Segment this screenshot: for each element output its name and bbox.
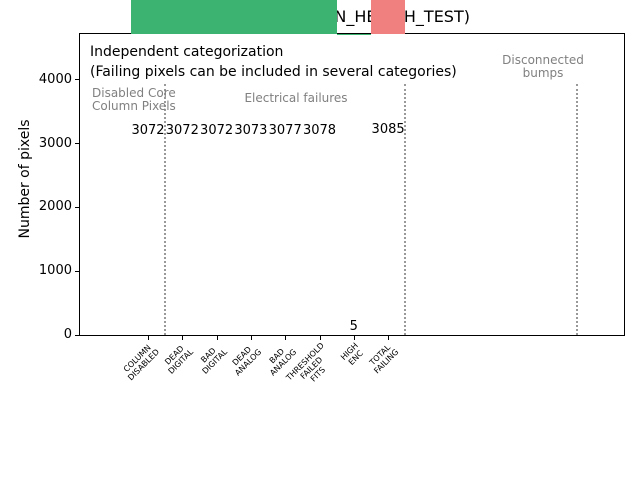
bar-value-label: 3073: [234, 122, 268, 138]
x-tick-label: DEAD ANALOG: [230, 344, 264, 378]
x-tick-mark: [388, 336, 390, 340]
bar-column-disabled: [130, 0, 166, 34]
bar-dead-analog: [233, 0, 269, 34]
bar-threshold-failed-fits: [302, 0, 337, 34]
x-tick-mark: [353, 336, 355, 340]
y-tick-mark: [75, 206, 79, 208]
y-tick-label: 0: [63, 327, 72, 342]
bar-bad-digital: [199, 0, 234, 34]
bar-bad-analog: [268, 0, 303, 34]
y-tick-label: 3000: [38, 135, 72, 151]
bar-value-label: 3085: [371, 122, 405, 138]
bar-value-label: 3077: [268, 122, 302, 138]
y-tick-label: 4000: [38, 71, 72, 87]
bar-value-label: 3078: [302, 122, 337, 138]
y-tick-mark: [75, 79, 79, 81]
x-tick-mark: [250, 336, 252, 340]
bar-dead-digital: [165, 0, 200, 34]
group-label-disabled-core-column-pixels: Disabled Core Column Pixels: [92, 86, 176, 113]
group-separator-line: [575, 84, 578, 335]
plot-area: 3072 3072 3072 3073 3077 3078 5 3085 COLUMN DIS…: [39, 0, 625, 384]
bar-value-label: 3072: [200, 123, 234, 138]
group-label-electrical-failures: Electrical failures: [244, 91, 348, 105]
annotation-failing-pixels-note: (Failing pixels can be included in sever…: [90, 64, 457, 80]
x-tick-mark: [182, 336, 184, 340]
y-tick-mark: [75, 143, 79, 145]
x-tick-label: COLUMN DISABLED: [121, 343, 161, 383]
bar-value-label: 5: [349, 318, 358, 334]
y-tick-mark: [75, 334, 79, 336]
x-tick-mark: [285, 336, 287, 340]
x-tick-mark: [319, 336, 321, 340]
x-tick-mark: [216, 336, 218, 340]
group-separator-line: [404, 84, 407, 335]
x-tick-mark: [148, 336, 149, 340]
y-tick-label: 2000: [38, 199, 72, 215]
y-tick-mark: [75, 270, 79, 272]
y-axis-label: Number of pixels: [17, 119, 33, 239]
annotation-independent-categorization: Independent categorization: [90, 44, 284, 60]
group-separator-line: [164, 84, 167, 335]
x-tick-label: BAD DIGITAL: [199, 346, 230, 376]
x-tick-label: TOTAL FAILING: [368, 342, 401, 376]
bar-value-label: 3072: [131, 123, 165, 138]
group-label-disconnected-bumps: Disconnected bumps: [502, 53, 584, 80]
bar-value-label: 3072: [165, 123, 199, 138]
x-tick-label: HIGH ENC: [339, 341, 366, 367]
y-tick-label: 1000: [38, 263, 72, 279]
x-tick-label: DEAD DIGITAL: [163, 343, 196, 376]
bar-total-failing: [370, 0, 406, 34]
